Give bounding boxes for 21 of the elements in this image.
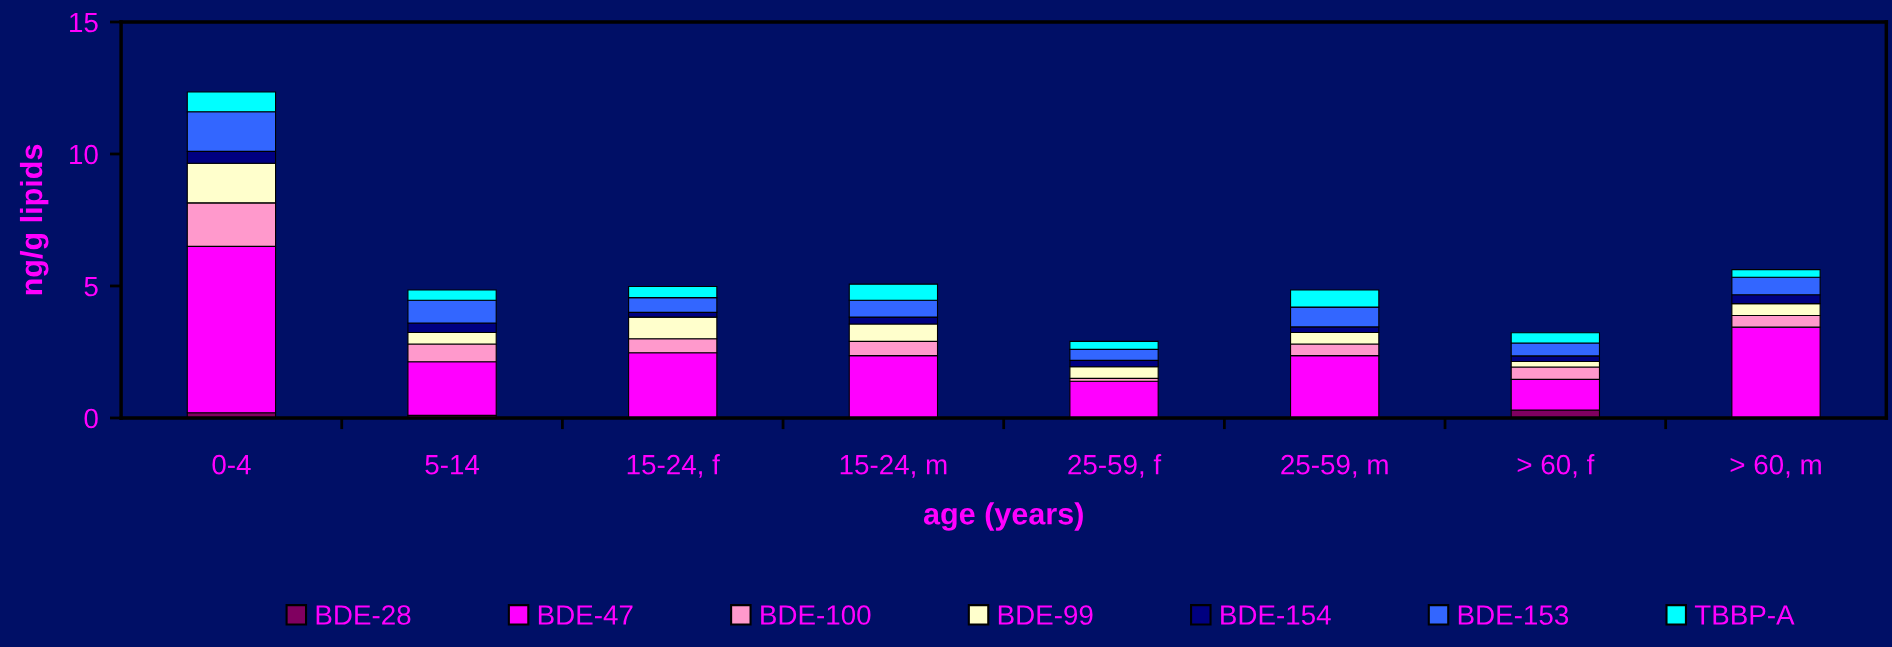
x-tick-label: 5-14 xyxy=(425,455,480,475)
legend-label: BDE-28 xyxy=(316,605,411,625)
x-tick-label: > 60, f xyxy=(1517,454,1595,478)
legend-label: BDE-99 xyxy=(998,605,1093,625)
y-tick-label: 0 xyxy=(84,408,98,429)
y-tick-label: 15 xyxy=(70,12,98,33)
x-tick-label: 0-4 xyxy=(212,454,251,475)
x-tick-label: 15-24, f xyxy=(627,454,720,478)
legend-label: BDE-100 xyxy=(761,605,871,625)
legend-label: BDE-47 xyxy=(538,605,633,625)
y-axis-title: ng/g lipids xyxy=(19,144,49,295)
x-tick-label: 15-24, m xyxy=(840,454,947,478)
legend-label: BDE-154 xyxy=(1221,605,1331,625)
x-tick-label: 25-59, f xyxy=(1068,454,1162,478)
x-tick-label: > 60, m xyxy=(1730,454,1821,478)
x-axis-title: age (years) xyxy=(923,502,1083,531)
x-tick-label: 25-59, m xyxy=(1281,454,1388,478)
legend-label: BDE-153 xyxy=(1458,605,1569,625)
y-tick-label: 10 xyxy=(70,144,98,165)
y-tick-label: 5 xyxy=(84,276,98,297)
legend-label: TBBP-A xyxy=(1694,605,1795,625)
